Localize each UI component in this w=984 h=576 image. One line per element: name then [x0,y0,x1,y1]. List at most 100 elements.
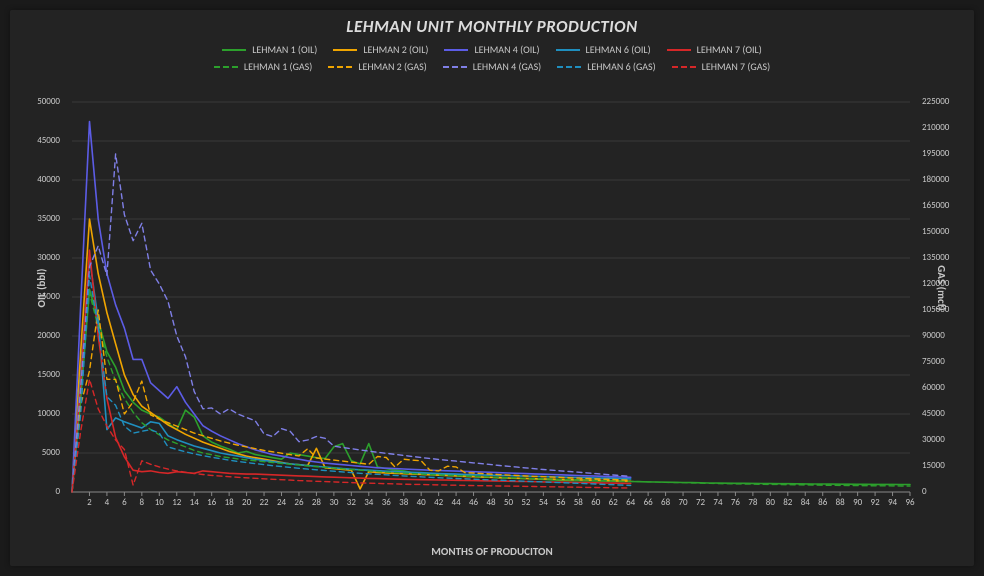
y-left-tick-label: 25000 [16,291,60,302]
legend-swatch [333,49,357,51]
y-right-tick-label: 0 [922,486,970,497]
y-right-tick-label: 15000 [922,460,970,471]
legend-label: LEHMAN 4 (OIL) [474,43,539,56]
x-tick-label: 22 [255,497,273,508]
x-tick-label: 64 [622,497,640,508]
legend-item: LEHMAN 1 (OIL) [222,43,317,56]
x-tick-label: 18 [220,497,238,508]
x-tick-label: 34 [360,497,378,508]
legend-swatch [556,49,580,51]
legend-item: LEHMAN 2 (GAS) [328,60,426,73]
legend-label: LEHMAN 1 (OIL) [252,43,317,56]
y-left-tick-label: 30000 [16,252,60,263]
legend-item: LEHMAN 2 (OIL) [333,43,428,56]
y-left-tick-label: 20000 [16,330,60,341]
x-tick-label: 14 [185,497,203,508]
y-right-tick-label: 210000 [922,122,970,133]
x-tick-label: 80 [761,497,779,508]
legend-swatch [222,49,246,51]
x-tick-label: 62 [604,497,622,508]
series-line [72,219,631,492]
y-right-tick-label: 120000 [922,278,970,289]
x-axis-label: MONTHS OF PRODUCITON [10,545,974,558]
x-tick-label: 76 [726,497,744,508]
x-tick-label: 36 [377,497,395,508]
y-right-tick-label: 180000 [922,174,970,185]
x-tick-label: 30 [325,497,343,508]
x-tick-label: 6 [115,497,133,508]
legend-swatch [443,66,467,68]
x-tick-label: 90 [849,497,867,508]
series-line [72,293,910,492]
x-tick-label: 78 [744,497,762,508]
x-tick-label: 16 [203,497,221,508]
legend-label: LEHMAN 2 (GAS) [358,60,426,73]
series-line [72,310,631,492]
legend-row-gas: LEHMAN 1 (GAS) LEHMAN 2 (GAS) LEHMAN 4 (GA… [214,60,770,73]
legend: LEHMAN 1 (OIL) LEHMAN 2 (OIL) LEHMAN 4 (OI… [10,43,974,73]
legend-item: LEHMAN 6 (OIL) [556,43,651,56]
legend-swatch [444,49,468,51]
y-right-tick-label: 45000 [922,408,970,419]
y-left-tick-label: 5000 [16,447,60,458]
x-tick-label: 66 [639,497,657,508]
y-left-tick-label: 35000 [16,213,60,224]
legend-swatch [328,66,352,68]
legend-swatch [672,66,696,68]
y-right-tick-label: 30000 [922,434,970,445]
x-tick-label: 72 [692,497,710,508]
x-tick-label: 70 [674,497,692,508]
x-tick-label: 24 [273,497,291,508]
x-tick-label: 96 [901,497,919,508]
y-right-tick-label: 75000 [922,356,970,367]
legend-item: LEHMAN 4 (OIL) [444,43,539,56]
x-tick-label: 58 [569,497,587,508]
x-tick-label: 4 [98,497,116,508]
y-right-tick-label: 225000 [922,96,970,107]
x-tick-label: 86 [814,497,832,508]
x-tick-label: 68 [657,497,675,508]
plot-area: 0500010000150002000025000300003500040000… [64,98,918,518]
y-right-tick-label: 135000 [922,252,970,263]
x-tick-label: 12 [168,497,186,508]
x-tick-label: 10 [150,497,168,508]
y-right-tick-label: 195000 [922,148,970,159]
series-line [72,122,631,493]
legend-label: LEHMAN 2 (OIL) [363,43,428,56]
x-tick-label: 52 [517,497,535,508]
x-tick-label: 38 [395,497,413,508]
x-tick-label: 54 [534,497,552,508]
x-tick-label: 60 [587,497,605,508]
legend-item: LEHMAN 1 (GAS) [214,60,312,73]
x-tick-label: 88 [831,497,849,508]
x-tick-label: 74 [709,497,727,508]
x-tick-label: 56 [552,497,570,508]
y-left-tick-label: 15000 [16,369,60,380]
x-tick-label: 26 [290,497,308,508]
x-tick-label: 40 [412,497,430,508]
chart-title: LEHMAN UNIT MONTHLY PRODUCTION [10,16,974,37]
legend-swatch [667,49,691,51]
legend-item: LEHMAN 4 (GAS) [443,60,541,73]
y-left-tick-label: 10000 [16,408,60,419]
x-tick-label: 82 [779,497,797,508]
x-tick-label: 46 [465,497,483,508]
x-tick-label: 84 [796,497,814,508]
y-right-tick-label: 165000 [922,200,970,211]
y-right-tick-label: 150000 [922,226,970,237]
series-line [72,250,631,492]
y-right-tick-label: 60000 [922,382,970,393]
x-tick-label: 50 [499,497,517,508]
x-tick-label: 20 [238,497,256,508]
y-right-tick-label: 105000 [922,304,970,315]
legend-row-oil: LEHMAN 1 (OIL) LEHMAN 2 (OIL) LEHMAN 4 (OI… [222,43,762,56]
legend-label: LEHMAN 7 (OIL) [697,43,762,56]
legend-swatch [557,66,581,68]
y-left-tick-label: 0 [16,486,60,497]
legend-swatch [214,66,238,68]
y-left-tick-label: 50000 [16,96,60,107]
series-line [72,289,910,492]
legend-label: LEHMAN 6 (OIL) [586,43,651,56]
y-left-tick-label: 45000 [16,135,60,146]
x-tick-label: 42 [430,497,448,508]
